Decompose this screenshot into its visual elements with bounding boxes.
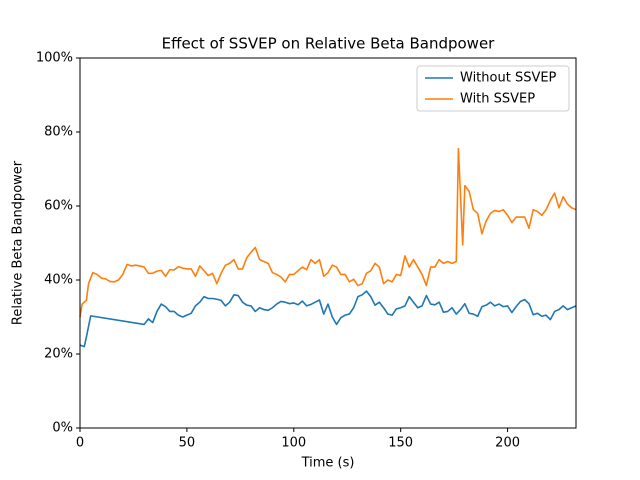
y-tick-label: 40%: [44, 273, 73, 288]
x-tick-label: 50: [179, 436, 196, 451]
y-tick-label: 20%: [44, 347, 73, 362]
x-tick-label: 150: [388, 436, 413, 451]
x-tick-label: 200: [495, 436, 520, 451]
series-line: [79, 290, 577, 348]
y-axis-label: Relative Beta Bandpower: [11, 160, 26, 325]
y-tick-label: 0%: [52, 421, 73, 436]
legend-label: Without SSVEP: [460, 71, 557, 86]
legend-box: [416, 65, 570, 112]
x-tick-label: 100: [281, 436, 306, 451]
chart-title: Effect of SSVEP on Relative Beta Bandpow…: [162, 35, 496, 53]
series-line: [79, 147, 577, 318]
legend-label: With SSVEP: [460, 92, 535, 107]
x-tick-label: 0: [76, 436, 84, 451]
plot-frame: [79, 57, 577, 429]
y-tick-label: 60%: [44, 199, 73, 214]
y-tick-label: 100%: [36, 51, 73, 66]
y-tick-label: 80%: [44, 125, 73, 140]
x-axis-label: Time (s): [301, 456, 355, 471]
